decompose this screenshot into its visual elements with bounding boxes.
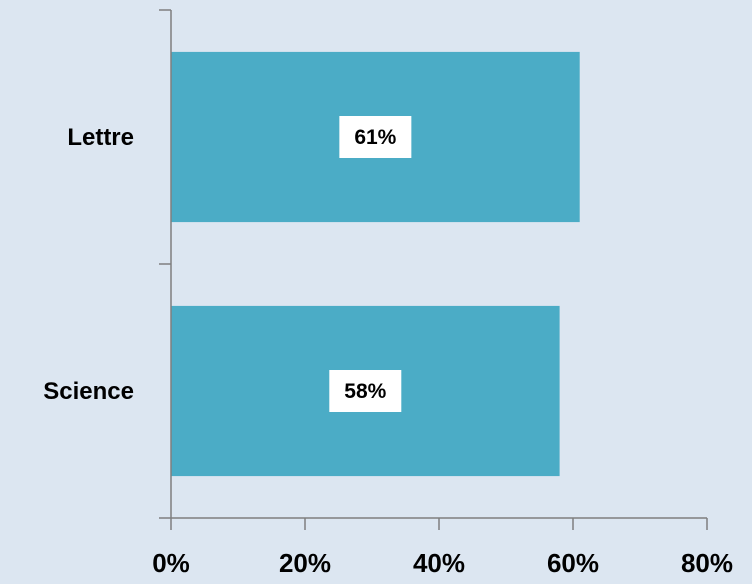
data-label: 61% [354, 126, 396, 149]
x-tick-label: 80% [681, 548, 733, 578]
category-label: Science [43, 378, 134, 405]
data-label-box [329, 370, 402, 412]
x-tick-label: 20% [279, 548, 331, 578]
category-label: Lettre [67, 124, 134, 151]
data-label-box [339, 116, 412, 158]
x-tick-label: 0% [152, 548, 190, 578]
labels-layer: 0% 20% 40% 60% 80% Lettre 61% Science 58% [43, 116, 733, 578]
data-label: 58% [344, 380, 386, 403]
x-tick-label: 60% [547, 548, 599, 578]
x-tick-label: 40% [413, 548, 465, 578]
ticks-layer [159, 9, 708, 530]
bars-layer [171, 51, 580, 477]
